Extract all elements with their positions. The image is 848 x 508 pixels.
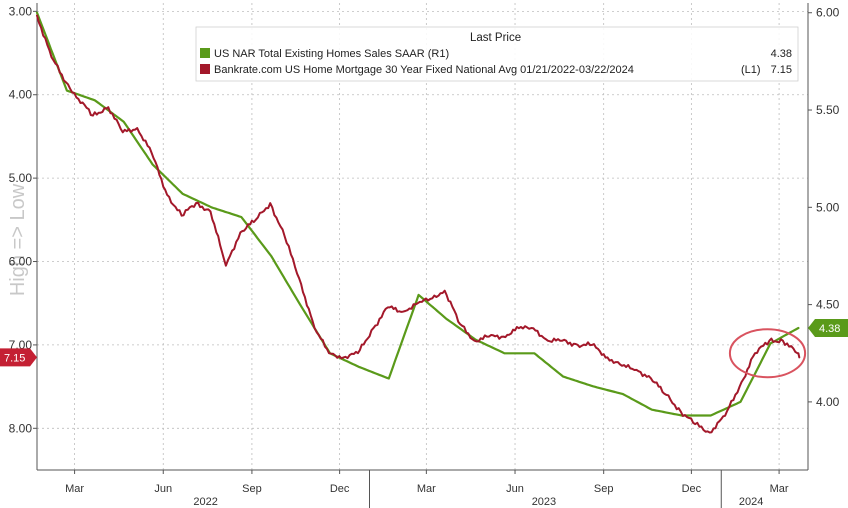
left-axis: High => Low 3.00 4.00 5.00 6.00 7.00 8.00 (7, 3, 38, 470)
right-axis: 4.00 4.50 5.00 5.50 6.00 (807, 3, 840, 470)
right-badge-shape (808, 318, 848, 337)
legend-title: Last Price (470, 32, 521, 44)
left-last-value-badge: 7.15 (0, 348, 37, 367)
left-tick-label: 4.00 (9, 88, 33, 102)
x-month-label: Jun (154, 483, 172, 495)
x-month-label: Mar (417, 483, 436, 495)
right-tick-label: 4.50 (816, 298, 840, 312)
left-tick-label: 5.00 (9, 171, 33, 185)
right-tick-label: 6.00 (816, 6, 840, 20)
left-tick-label: 8.00 (9, 421, 33, 435)
left-tick-label: 6.00 (9, 255, 33, 269)
x-year-label: 2022 (193, 496, 217, 508)
x-month-label: Jun (506, 483, 524, 495)
x-year-label: 2023 (532, 496, 556, 508)
left-axis-label: High => Low (7, 183, 29, 296)
right-tick-label: 5.00 (816, 200, 840, 214)
legend-swatch-mortgage (200, 64, 210, 74)
highlight-ellipse (728, 328, 807, 379)
right-last-value-badge: 4.38 (808, 318, 848, 337)
x-month-label: Mar (65, 483, 84, 495)
x-month-label: Dec (682, 483, 702, 495)
x-month-label: Sep (242, 483, 262, 495)
right-badge-value: 4.38 (819, 323, 840, 335)
left-badge-value: 7.15 (4, 352, 25, 364)
x-month-label: Mar (770, 483, 789, 495)
legend-box (195, 26, 799, 82)
left-tick-label: 7.00 (9, 338, 33, 352)
gridlines (37, 3, 808, 470)
left-tick-label: 3.00 (9, 4, 33, 18)
legend-axis-tag-mortgage: (L1) (741, 64, 761, 76)
right-tick-label: 5.50 (816, 103, 840, 117)
legend-label-home-sales: US NAR Total Existing Homes Sales SAAR (… (214, 48, 449, 60)
left-badge-shape (0, 348, 37, 367)
x-month-label: Sep (594, 483, 614, 495)
x-month-label: Dec (330, 483, 350, 495)
x-year-label: 2024 (739, 496, 763, 508)
home-sales-line (35, 11, 800, 417)
x-axis: Mar Jun Sep Dec Mar Jun Sep Dec Mar 2022 2023 2024 (37, 469, 808, 508)
legend-value-mortgage: 7.15 (771, 64, 792, 76)
series-layer (35, 11, 801, 434)
legend: Last Price US NAR Total Existing Homes S… (195, 26, 799, 82)
legend-value-home-sales: 4.38 (771, 48, 792, 60)
right-tick-label: 4.00 (816, 395, 840, 409)
legend-swatch-home-sales (200, 48, 210, 58)
mortgage-rate-line (36, 14, 801, 434)
legend-label-mortgage: Bankrate.com US Home Mortgage 30 Year Fi… (214, 64, 634, 76)
